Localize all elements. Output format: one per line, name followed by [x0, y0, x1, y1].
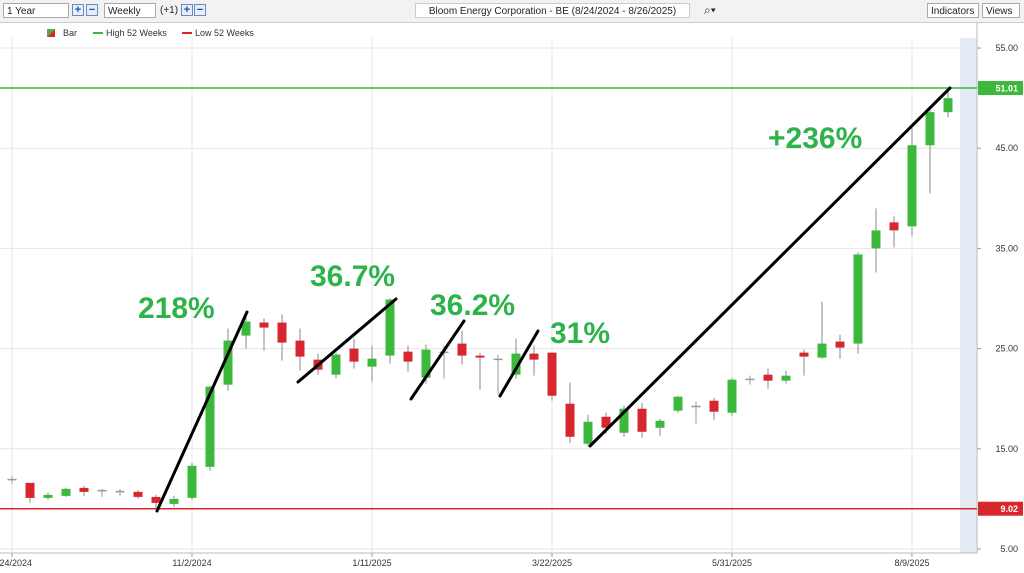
offset: (+1)	[160, 5, 179, 16]
candle-body	[295, 340, 305, 357]
candle-body	[385, 299, 395, 356]
candle-body	[115, 490, 125, 493]
x-tick-label: 1/11/2025	[352, 558, 391, 568]
indicators-button[interactable]: Indicators	[927, 3, 979, 18]
current-period-shade	[960, 38, 977, 553]
y-tick-label: 5.00	[1000, 544, 1018, 554]
trend-line	[498, 329, 540, 398]
candle-body	[187, 465, 197, 498]
annotation: +236%	[768, 122, 862, 155]
y-tick-label: 45.00	[995, 143, 1018, 153]
annotations: 218% 36.7% 36.2% 31% +236%	[138, 122, 862, 350]
search-button[interactable]: ⌕▾	[704, 3, 716, 17]
candle-body	[349, 348, 359, 362]
legend-icon-down	[47, 29, 55, 37]
candle-body	[529, 353, 539, 360]
legend: Bar High 52 Weeks Low 52 Weeks	[47, 28, 254, 38]
candle-body	[637, 408, 647, 432]
price-tag	[978, 501, 1023, 516]
price-tag-label: 9.02	[1000, 504, 1018, 514]
candle-body	[943, 98, 953, 113]
candle-body	[583, 421, 593, 444]
legend-label: High 52 Weeks	[106, 28, 167, 38]
candle-body	[799, 352, 809, 357]
candle-body	[151, 496, 161, 503]
trend-lines	[155, 86, 952, 513]
candle-body	[691, 405, 701, 408]
candle-body	[871, 230, 881, 249]
chart-title: Bloom Energy Corporation - BE (8/24/2024…	[415, 3, 690, 18]
range-select[interactable]: 1 Year	[3, 3, 69, 18]
y-tick-label: 25.00	[995, 344, 1018, 354]
trend-line	[409, 319, 466, 401]
candle-body	[169, 498, 179, 504]
interval-select[interactable]: Weekly	[104, 3, 156, 18]
candle-body	[889, 222, 899, 231]
annotation: 218%	[138, 292, 215, 325]
candle-body	[673, 396, 683, 411]
legend-label: Low 52 Weeks	[195, 28, 254, 38]
candle-body	[727, 379, 737, 413]
y-tick-label: 35.00	[995, 243, 1018, 253]
candle-body	[61, 488, 71, 496]
candle-body	[421, 349, 431, 378]
annotation: 31%	[550, 317, 610, 350]
x-tick-label: 11/2/2024	[172, 558, 211, 568]
candle-body	[763, 374, 773, 381]
candle-body	[493, 358, 503, 361]
candle-body	[619, 408, 629, 433]
candle-body	[745, 378, 755, 381]
y-tick-label: 15.00	[995, 444, 1018, 454]
candle-body	[853, 254, 863, 344]
trend-line	[588, 86, 952, 448]
candle-body	[43, 494, 53, 498]
candle-body	[7, 478, 17, 481]
candle-body	[511, 353, 521, 375]
candle-body	[835, 341, 845, 348]
y-tick-label: 55.00	[995, 43, 1018, 53]
candle-body	[25, 482, 35, 498]
candle-body	[709, 400, 719, 412]
candle-body	[241, 321, 251, 336]
trend-line	[296, 297, 398, 384]
x-tick-label: 8/24/2024	[0, 558, 32, 568]
toolbar: 1 Year + − Weekly (+1) + − Bloom Energy …	[0, 0, 1024, 23]
annotation: 36.2%	[430, 289, 515, 322]
trend-line	[155, 310, 249, 513]
candle-body	[223, 340, 233, 385]
candle-body	[133, 491, 143, 497]
price-tag	[978, 81, 1023, 96]
x-tick-label: 5/31/2025	[712, 558, 752, 568]
annotation: 36.7%	[310, 260, 395, 293]
legend-label: Bar	[63, 28, 77, 38]
candle-body	[367, 358, 377, 367]
candle-body	[781, 375, 791, 381]
x-tick-label: 3/22/2025	[532, 558, 572, 568]
candle-body	[97, 489, 107, 492]
candle-body	[79, 487, 89, 492]
candle-body	[565, 403, 575, 437]
candle-body	[547, 352, 557, 396]
candle-body	[655, 420, 665, 428]
candle-body	[475, 355, 485, 358]
candle-body	[817, 343, 827, 358]
x-tick-label: 8/9/2025	[894, 558, 929, 568]
candle-body	[907, 145, 917, 227]
candle-body	[925, 112, 935, 146]
views-button[interactable]: Views	[982, 3, 1020, 18]
candle-body	[457, 343, 467, 356]
offset-minus[interactable]: −	[194, 4, 206, 16]
candle-body	[601, 416, 611, 428]
price-tag-label: 51.01	[995, 84, 1018, 94]
offset-plus[interactable]: +	[181, 4, 193, 16]
candle-body	[403, 351, 413, 362]
candle-body	[331, 354, 341, 375]
zoom-out[interactable]: −	[86, 4, 98, 16]
zoom-in[interactable]: +	[72, 4, 84, 16]
candle-body	[259, 322, 269, 328]
candle-body	[277, 322, 287, 343]
candle-body	[205, 386, 215, 467]
